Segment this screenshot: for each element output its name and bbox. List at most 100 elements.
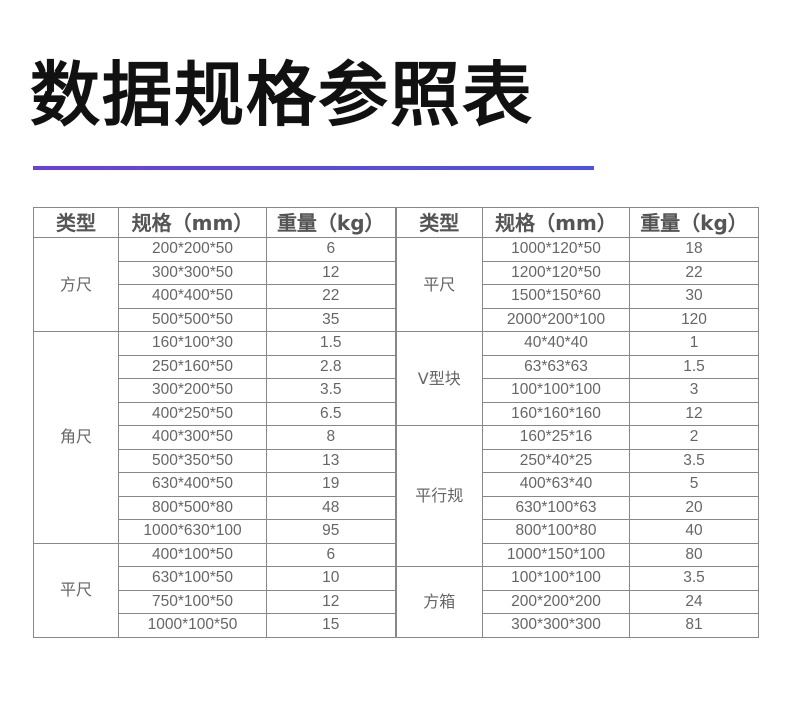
table-row: 平尺 400*100*50 6 1000*150*100 80	[33, 542, 759, 638]
weight-cell: 8	[266, 425, 396, 450]
spec-cell: 300*200*50	[118, 378, 267, 403]
spec-cell: 1200*120*50	[482, 260, 630, 285]
spec-cell: 63*63*63	[482, 354, 630, 379]
spec-cell: 630*400*50	[118, 472, 267, 497]
weight-cell: 22	[266, 284, 396, 309]
weight-cell: 48	[266, 495, 396, 520]
spec-cell: 400*250*50	[118, 401, 267, 426]
header-type: 类型	[33, 207, 119, 238]
table-row: 300*200*50 3.5 100*100*100 3	[34, 378, 759, 403]
weight-cell: 40	[629, 519, 759, 544]
spec-cell: 300*300*50	[118, 260, 267, 285]
weight-cell: 5	[629, 472, 759, 497]
weight-cell: 2.8	[266, 354, 396, 379]
header-row: 类型 规格（mm） 重量（kg） 类型 规格（mm） 重量（kg）	[33, 207, 759, 238]
weight-cell: 6	[266, 542, 396, 567]
weight-cell: 30	[629, 284, 759, 309]
weight-cell: 12	[266, 260, 396, 285]
weight-cell: 3.5	[629, 566, 759, 591]
spec-cell: 1500*150*60	[482, 284, 630, 309]
spec-cell: 1000*150*100	[482, 542, 630, 567]
spec-cell: 200*200*50	[118, 237, 267, 262]
spec-cell: 800*100*80	[482, 519, 630, 544]
weight-cell: 12	[629, 401, 759, 426]
table-row: 630*400*50 19 400*63*40 5	[34, 472, 759, 497]
weight-cell: 35	[266, 307, 396, 332]
weight-cell: 19	[266, 472, 396, 497]
table-row: 400*300*50 8 平行规 160*25*16 2	[34, 425, 759, 567]
weight-cell: 80	[629, 542, 759, 567]
weight-cell: 12	[266, 589, 396, 614]
type-cell: 平尺	[33, 542, 119, 638]
weight-cell: 10	[266, 566, 396, 591]
type-cell: 方尺	[33, 237, 119, 332]
table-row: 630*100*50 10 方箱 100*100*100 3.5	[34, 566, 759, 638]
title-underline	[33, 166, 594, 170]
weight-cell: 6	[266, 237, 396, 262]
spec-cell: 400*63*40	[482, 472, 630, 497]
header-weight: 重量（kg）	[629, 207, 759, 238]
spec-cell: 630*100*63	[482, 495, 630, 520]
weight-cell: 1.5	[266, 331, 396, 356]
spec-cell: 200*200*200	[482, 589, 630, 614]
spec-cell: 500*500*50	[118, 307, 267, 332]
type-cell: 方箱	[394, 566, 483, 638]
weight-cell: 120	[629, 307, 759, 332]
spec-cell: 160*100*30	[118, 331, 267, 356]
weight-cell: 2	[629, 425, 759, 450]
weight-cell: 81	[629, 613, 759, 638]
type-cell: 平尺	[394, 237, 483, 332]
table-row: 500*500*50 35 2000*200*100 120	[34, 307, 759, 332]
spec-cell: 160*25*16	[482, 425, 630, 450]
table-row: 800*500*80 48 630*100*63 20	[34, 495, 759, 520]
spec-cell: 750*100*50	[118, 589, 267, 614]
spec-cell: 1000*120*50	[482, 237, 630, 262]
spec-cell: 400*300*50	[118, 425, 267, 450]
weight-cell: 1	[629, 331, 759, 356]
spec-cell: 1000*630*100	[118, 519, 267, 544]
spec-cell: 100*100*100	[482, 378, 630, 403]
spec-cell: 300*300*300	[482, 613, 630, 638]
spec-cell: 2000*200*100	[482, 307, 630, 332]
page-title: 数据规格参照表	[30, 54, 534, 136]
spec-cell: 100*100*100	[482, 566, 630, 591]
spec-cell: 160*160*160	[482, 401, 630, 426]
table-row: 400*250*50 6.5 160*160*160 12	[34, 401, 759, 426]
weight-cell: 3.5	[629, 448, 759, 473]
table-row: 400*400*50 22 1500*150*60 30	[34, 284, 759, 309]
header-type: 类型	[394, 207, 483, 238]
weight-cell: 1.5	[629, 354, 759, 379]
spec-table: 类型 规格（mm） 重量（kg） 类型 规格（mm） 重量（kg） 方尺 200*…	[33, 207, 759, 638]
spec-cell: 630*100*50	[118, 566, 267, 591]
header-spec: 规格（mm）	[118, 207, 267, 238]
spec-cell: 400*100*50	[118, 542, 267, 567]
spec-cell: 500*350*50	[118, 448, 267, 473]
table-row: 250*160*50 2.8 63*63*63 1.5	[34, 354, 759, 379]
table-row: 角尺 160*100*30 1.5 V型块 40*40*40 1	[33, 331, 759, 544]
type-cell: 角尺	[33, 331, 119, 544]
weight-cell: 18	[629, 237, 759, 262]
weight-cell: 3	[629, 378, 759, 403]
spec-cell: 250*160*50	[118, 354, 267, 379]
table-row: 方尺 200*200*50 6 平尺 1000*120*50 18	[33, 237, 759, 332]
weight-cell: 95	[266, 519, 396, 544]
weight-cell: 13	[266, 448, 396, 473]
type-cell: V型块	[394, 331, 483, 426]
spec-cell: 40*40*40	[482, 331, 630, 356]
table-row: 500*350*50 13 250*40*25 3.5	[34, 448, 759, 473]
header-spec: 规格（mm）	[482, 207, 630, 238]
table-row: 1000*100*50 15 300*300*300 81	[34, 613, 759, 638]
table-row: 1000*630*100 95 800*100*80 40	[34, 519, 759, 544]
weight-cell: 3.5	[266, 378, 396, 403]
spec-cell: 250*40*25	[482, 448, 630, 473]
weight-cell: 22	[629, 260, 759, 285]
spec-cell: 400*400*50	[118, 284, 267, 309]
weight-cell: 15	[266, 613, 396, 638]
weight-cell: 6.5	[266, 401, 396, 426]
table-row: 300*300*50 12 1200*120*50 22	[34, 260, 759, 285]
spec-cell: 1000*100*50	[118, 613, 267, 638]
spec-cell: 800*500*80	[118, 495, 267, 520]
header-weight: 重量（kg）	[266, 207, 396, 238]
weight-cell: 24	[629, 589, 759, 614]
weight-cell: 20	[629, 495, 759, 520]
